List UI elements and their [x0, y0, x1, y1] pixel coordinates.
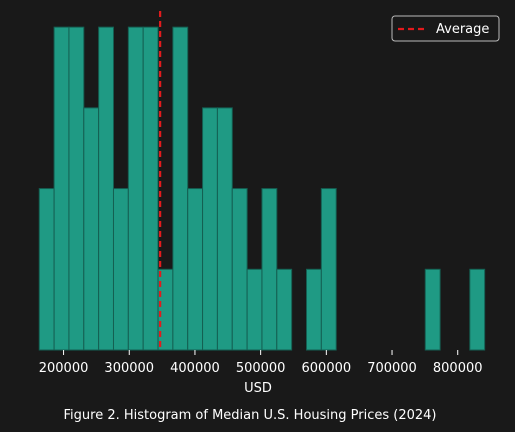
histogram-bar [53, 26, 70, 351]
histogram-bar [231, 188, 248, 351]
histogram-bar [469, 268, 486, 351]
histogram-bar [38, 188, 55, 351]
legend-label-average: Average [436, 22, 489, 37]
legend-box [391, 15, 500, 42]
histogram-bar [127, 26, 144, 351]
x-tick-label: 800000 [433, 361, 483, 376]
histogram-bar [172, 26, 189, 351]
x-tick-label: 400000 [170, 361, 220, 376]
histogram-bar [216, 107, 233, 351]
x-tick-label: 600000 [302, 361, 352, 376]
histogram-bar [424, 268, 441, 351]
x-tick-label: 300000 [104, 361, 154, 376]
histogram-bar [112, 188, 129, 351]
histogram-bar [276, 268, 293, 351]
legend: Average [391, 15, 500, 42]
x-tick-label: 500000 [236, 361, 286, 376]
histogram-bar [142, 26, 159, 351]
histogram-bar [202, 107, 218, 351]
histogram-bar [98, 26, 114, 351]
x-tick-label: 200000 [39, 361, 89, 376]
histogram-bar [261, 188, 278, 351]
histogram-bar [83, 107, 100, 351]
bars-group [38, 26, 486, 351]
histogram-bar [320, 188, 337, 351]
x-axis-ticks: 200000 300000 400000 500000 600000 700000 8000… [39, 350, 483, 376]
x-tick-label: 700000 [367, 361, 417, 376]
histogram-bar [68, 26, 85, 351]
figure-caption: Figure 2. Histogram of Median U.S. Housi… [64, 408, 437, 423]
x-axis-label: USD [244, 381, 272, 396]
histogram-bar [246, 268, 263, 351]
histogram-bar [305, 268, 322, 351]
histogram-bar [187, 188, 204, 351]
